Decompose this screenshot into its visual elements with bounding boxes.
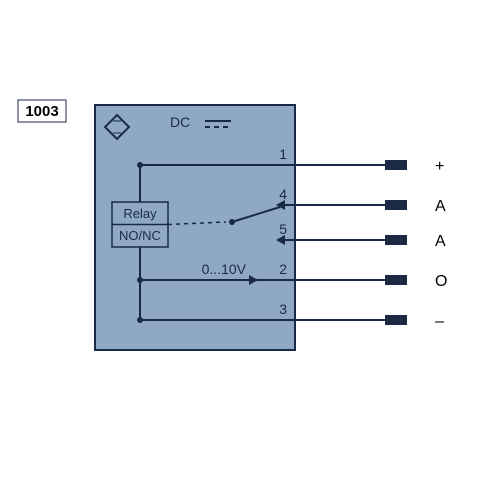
terminal-pin <box>385 200 407 210</box>
terminal-pin <box>385 235 407 245</box>
terminal-number: 2 <box>279 261 287 277</box>
analog-label: 0...10V <box>202 261 247 277</box>
diagram-id-label: 1003 <box>25 103 58 120</box>
terminal-pin <box>385 275 407 285</box>
terminal-number: 3 <box>279 301 287 317</box>
terminal-symbol: A <box>435 198 446 215</box>
terminal-number: 1 <box>279 146 287 162</box>
terminal-symbol: + <box>435 158 444 175</box>
terminal-pin <box>385 160 407 170</box>
wiring-diagram: 1003 DC Relay NO/NC 0...10V 1 +4 A 5 A 2 O 3 – <box>0 0 500 500</box>
terminal-number: 4 <box>279 186 287 202</box>
relay-label-top: Relay <box>123 206 157 221</box>
terminal-pin <box>385 315 407 325</box>
relay-label-bottom: NO/NC <box>119 228 161 243</box>
terminal-number: 5 <box>279 221 287 237</box>
terminal-symbol: A <box>435 233 446 250</box>
terminal-symbol: O <box>435 273 447 290</box>
terminal-symbol: – <box>435 313 444 330</box>
power-type-label: DC <box>170 114 190 130</box>
